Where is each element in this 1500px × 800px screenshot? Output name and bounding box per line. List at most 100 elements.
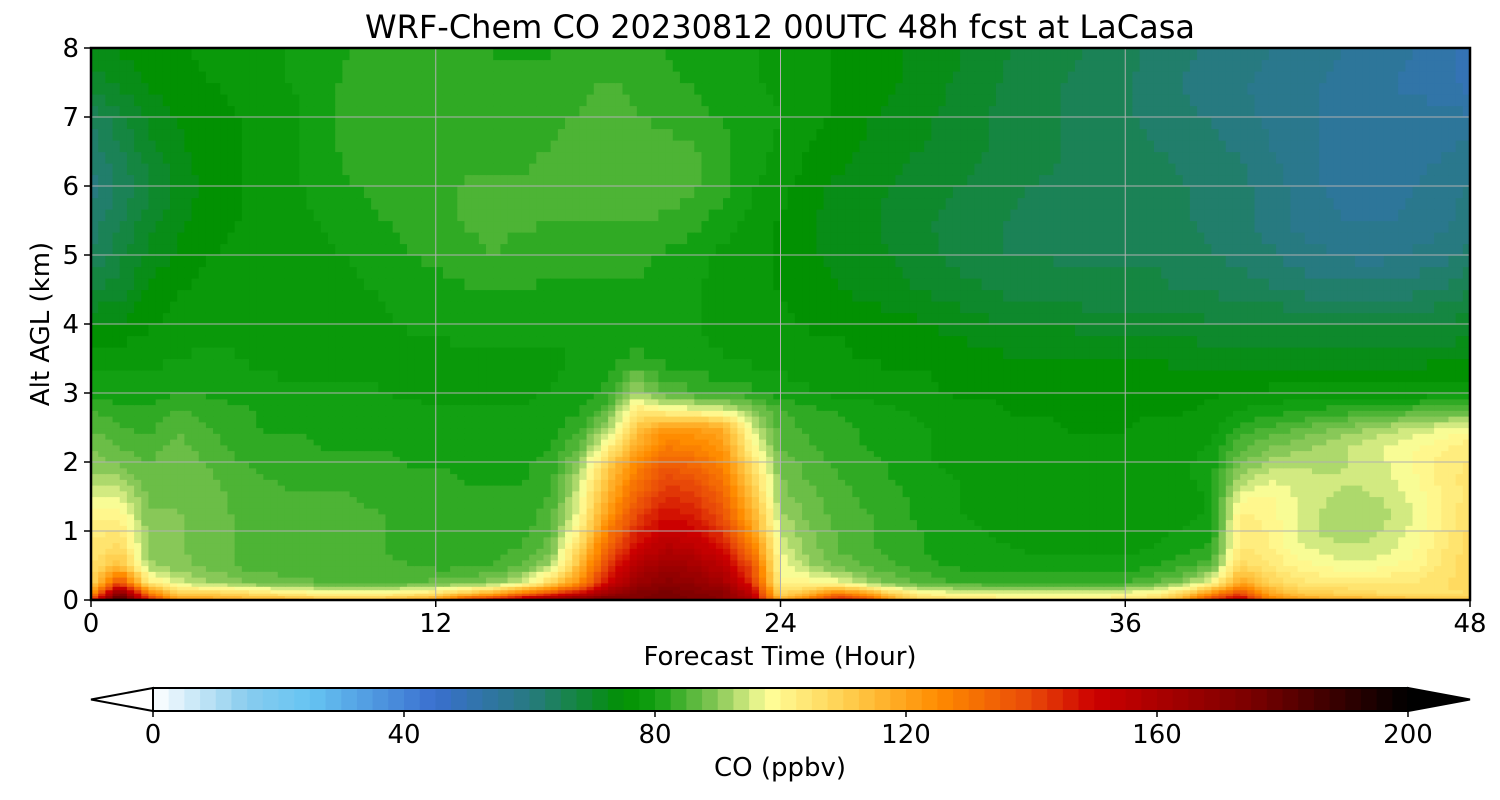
heatmap-cell [1391,566,1399,572]
heatmap-cell [974,520,982,526]
heatmap-cell [809,577,817,583]
heatmap-cell [364,474,372,480]
heatmap-cell [1154,497,1162,503]
heatmap-cell [759,462,767,468]
heatmap-cell [1183,554,1191,560]
heatmap-cell [694,468,702,474]
heatmap-cell [931,462,939,468]
heatmap-cell [1326,497,1334,503]
heatmap-cell [1104,537,1112,543]
heatmap-cell [831,502,839,508]
heatmap-cell [1039,554,1047,560]
heatmap-cell [594,462,602,468]
heatmap-cell [996,560,1004,566]
heatmap-cell [1334,583,1342,587]
heatmap-cell [393,485,401,491]
heatmap-cell [594,548,602,554]
heatmap-cell [1348,543,1356,549]
heatmap-cell [1448,583,1456,587]
heatmap-cell [1183,566,1191,572]
heatmap-cell [450,514,458,520]
heatmap-cell [608,468,616,474]
heatmap-cell [1355,571,1363,577]
heatmap-cell [414,590,422,594]
heatmap-cell [989,537,997,543]
heatmap-cell [1132,520,1140,526]
heatmap-cell [601,491,609,497]
heatmap-cell [680,531,688,537]
heatmap-cell [982,497,990,503]
heatmap-cell [730,590,738,594]
heatmap-cell [1104,566,1112,572]
heatmap-cell [1010,583,1018,587]
heatmap-cell [730,462,738,468]
heatmap-cell [931,566,939,572]
heatmap-cell [500,462,508,468]
heatmap-cell [1147,571,1155,577]
heatmap-cell [1276,577,1284,583]
heatmap-cell [989,462,997,468]
heatmap-cell [781,554,789,560]
heatmap-cell [658,497,666,503]
heatmap-cell [953,571,961,577]
heatmap-cell [759,514,767,520]
heatmap-cell [134,508,142,514]
heatmap-cell [1319,485,1327,491]
heatmap-cell [852,577,860,583]
heatmap-cell [1319,560,1327,566]
heatmap-cell [637,491,645,497]
heatmap-cell [1025,554,1033,560]
heatmap-cell [371,571,379,577]
heatmap-cell [953,590,961,594]
heatmap-cell [299,462,307,468]
heatmap-cell [1025,474,1033,480]
heatmap-cell [874,590,882,594]
heatmap-cell [637,548,645,554]
heatmap-cell [522,543,530,549]
heatmap-cell [321,479,329,485]
heatmap-cell [939,577,947,583]
heatmap-cell [1377,560,1385,566]
heatmap-cell [421,514,429,520]
heatmap-cell [579,537,587,543]
heatmap-cell [579,462,587,468]
heatmap-cell [565,479,573,485]
heatmap-cell [192,554,200,560]
heatmap-cell [163,497,171,503]
heatmap-cell [479,474,487,480]
heatmap-cell [357,514,365,520]
heatmap-cell [1161,543,1169,549]
heatmap-cell [1420,566,1428,572]
heatmap-cell [903,560,911,566]
heatmap-cell [1434,571,1442,577]
heatmap-cell [680,462,688,468]
heatmap-cell [1082,537,1090,543]
heatmap-cell [788,502,796,508]
heatmap-cell [127,479,135,485]
heatmap-cell [924,514,932,520]
heatmap-cell [773,462,781,468]
heatmap-cell [235,508,243,514]
heatmap-cell [1018,543,1026,549]
heatmap-cell [1025,514,1033,520]
heatmap-cell [680,514,688,520]
heatmap-cell [515,479,523,485]
heatmap-cell [1154,514,1162,520]
heatmap-cell [1211,502,1219,508]
heatmap-cell [249,462,257,468]
heatmap-cell [953,502,961,508]
heatmap-cell [515,485,523,491]
heatmap-cell [314,514,322,520]
heatmap-cell [759,566,767,572]
heatmap-cell [1341,537,1349,543]
heatmap-cell [493,468,501,474]
heatmap-cell [364,590,372,594]
heatmap-cell [644,485,652,491]
heatmap-cell [982,566,990,572]
heatmap-cell [967,583,975,587]
heatmap-cell [184,571,192,577]
heatmap-cell [464,583,472,587]
heatmap-cell [694,583,702,587]
heatmap-cell [1247,502,1255,508]
heatmap-cell [637,537,645,543]
